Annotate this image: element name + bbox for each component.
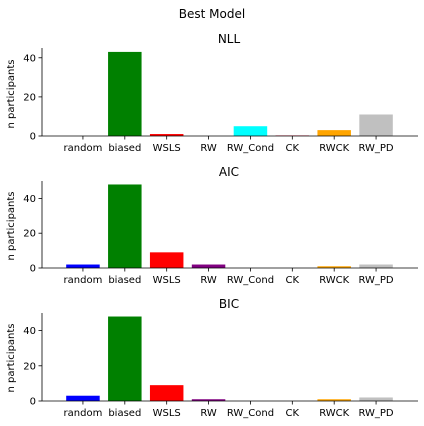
plot-area: random biased WSLS RW RW_Cond CK RWCK RW_PD 0 20 4… bbox=[23, 48, 418, 154]
bar-rwck bbox=[317, 399, 351, 401]
y-axis-label: n participants bbox=[6, 59, 17, 128]
bar-rw-pd bbox=[359, 264, 393, 268]
plot-area: random biased WSLS RW RW_Cond CK RWCK RW_PD 0 20 4… bbox=[23, 313, 418, 419]
x-tick-label: random bbox=[64, 143, 103, 154]
bar-ck bbox=[275, 135, 310, 136]
x-tick-label: random bbox=[64, 275, 103, 286]
x-tick-label: RW_PD bbox=[358, 408, 393, 419]
x-tick-label: WSLS bbox=[153, 408, 181, 419]
bar-biased bbox=[108, 184, 142, 268]
x-tick-label: CK bbox=[286, 143, 300, 154]
y-tick-label: 0 bbox=[30, 397, 36, 408]
chart-panel-bic: BIC n participants random biased WSLS RW RW_… bbox=[6, 297, 418, 419]
x-tick-label: RWCK bbox=[319, 143, 349, 154]
bar-wsls bbox=[149, 252, 184, 268]
x-tick-label: CK bbox=[286, 275, 300, 286]
chart-title: AIC bbox=[219, 165, 239, 179]
bar-rw bbox=[191, 399, 226, 401]
bar-random bbox=[66, 395, 100, 401]
bar-rw bbox=[191, 264, 226, 268]
y-axis-label: n participants bbox=[6, 191, 17, 260]
chart-panel-nll: NLL n participants random biased WSLS RW RW_… bbox=[6, 32, 418, 154]
bar-rw-cond bbox=[233, 126, 268, 136]
bar-rw-pd bbox=[359, 397, 393, 401]
x-tick-label: biased bbox=[108, 408, 141, 419]
x-tick-label: RW_PD bbox=[358, 143, 393, 154]
x-tick-label: RW_Cond bbox=[227, 408, 274, 419]
chart-panel-aic: AIC n participants random biased WSLS RW RW_… bbox=[6, 165, 418, 286]
bar-wsls bbox=[149, 385, 184, 401]
x-tick-label: RW bbox=[200, 275, 217, 286]
x-tick-label: biased bbox=[108, 275, 141, 286]
y-tick-label: 0 bbox=[30, 132, 36, 143]
x-tick-label: WSLS bbox=[153, 143, 181, 154]
bar-random bbox=[66, 264, 100, 268]
x-tick-label: RW_Cond bbox=[227, 143, 274, 154]
x-tick-label: biased bbox=[108, 143, 141, 154]
x-tick-label: RW_PD bbox=[358, 275, 393, 286]
x-tick-label: RWCK bbox=[319, 408, 349, 419]
bar-biased bbox=[108, 316, 142, 401]
x-tick-label: CK bbox=[286, 408, 300, 419]
figure-title: Best Model bbox=[179, 7, 245, 21]
y-tick-label: 40 bbox=[23, 194, 36, 205]
bar-wsls bbox=[149, 134, 184, 136]
chart-title: NLL bbox=[218, 32, 241, 46]
x-tick-label: RW bbox=[200, 143, 217, 154]
x-tick-label: WSLS bbox=[153, 275, 181, 286]
bar-rw-pd bbox=[359, 114, 393, 136]
plot-area: random biased WSLS RW RW_Cond CK RWCK RW_PD 0 20 4… bbox=[23, 181, 418, 286]
y-tick-label: 20 bbox=[23, 229, 36, 240]
bar-biased bbox=[108, 51, 142, 136]
x-tick-label: random bbox=[64, 408, 103, 419]
x-tick-label: RWCK bbox=[319, 275, 349, 286]
y-axis-label: n participants bbox=[6, 323, 17, 392]
chart-title: BIC bbox=[219, 297, 239, 311]
x-tick-label: RW_Cond bbox=[227, 275, 274, 286]
y-tick-label: 20 bbox=[23, 92, 36, 103]
y-tick-label: 20 bbox=[23, 361, 36, 372]
y-tick-label: 0 bbox=[30, 264, 36, 275]
bar-rwck bbox=[317, 130, 351, 136]
y-tick-label: 40 bbox=[23, 53, 36, 64]
y-tick-label: 40 bbox=[23, 326, 36, 337]
x-tick-label: RW bbox=[200, 408, 217, 419]
bar-rwck bbox=[317, 266, 351, 268]
